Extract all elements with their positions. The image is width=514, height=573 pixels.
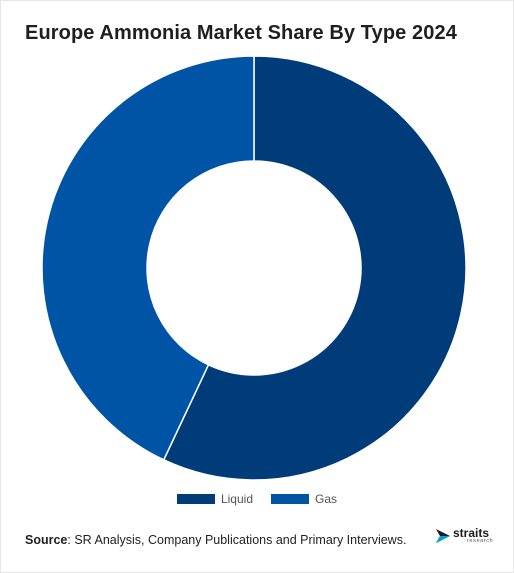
chart-legend: Liquid Gas bbox=[0, 492, 514, 506]
legend-label-liquid: Liquid bbox=[220, 492, 253, 506]
brand-name: straits bbox=[453, 526, 490, 540]
legend-label-gas: Gas bbox=[315, 492, 338, 506]
legend-item-gas[interactable]: Gas bbox=[271, 492, 337, 506]
brand-sub: research bbox=[467, 538, 494, 544]
source-note: Source: SR Analysis, Company Publication… bbox=[25, 533, 406, 547]
source-label: Source bbox=[25, 533, 68, 547]
slice-gas[interactable] bbox=[41, 55, 255, 461]
straits-logo-icon bbox=[436, 528, 450, 543]
source-text: : SR Analysis, Company Publications and … bbox=[67, 533, 407, 547]
legend-swatch-liquid bbox=[176, 494, 215, 504]
chart-title: Europe Ammonia Market Share By Type 2024 bbox=[25, 22, 457, 44]
brand-logo: straits research bbox=[436, 527, 493, 545]
slice-liquid[interactable] bbox=[162, 55, 467, 481]
legend-swatch-gas bbox=[271, 494, 309, 504]
legend-item-liquid[interactable]: Liquid bbox=[176, 492, 253, 506]
